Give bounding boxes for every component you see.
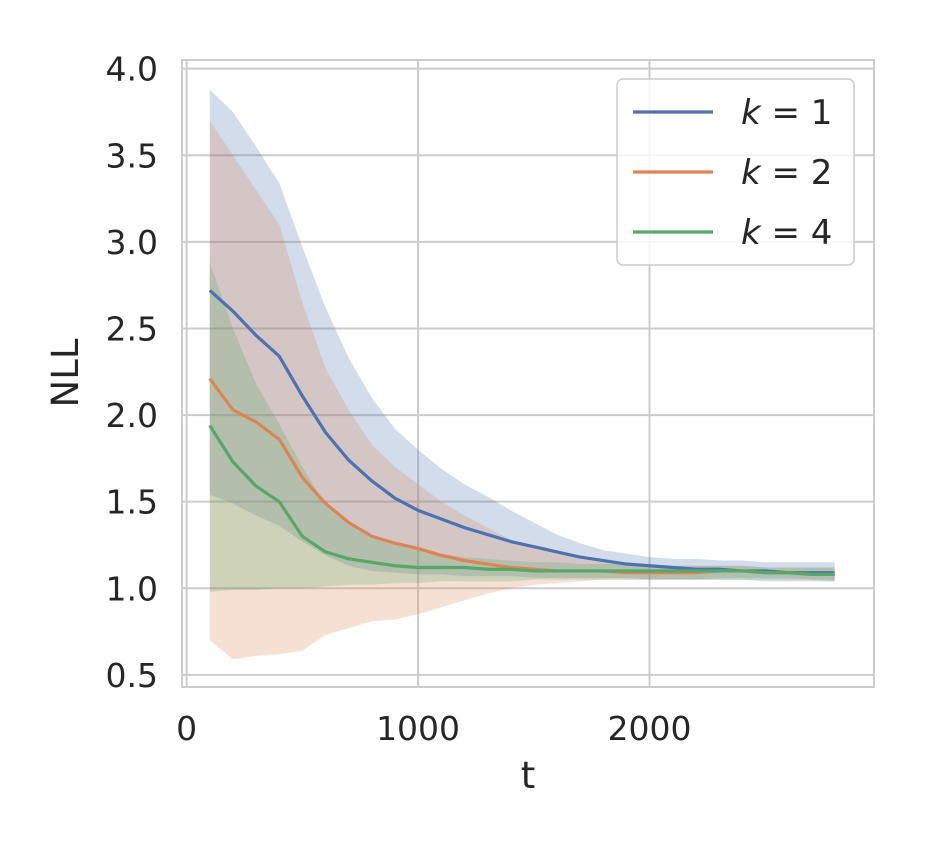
legend-entries: k = 1 k = 2 k = 4 xyxy=(633,93,832,253)
x-tick-label: 0 xyxy=(176,709,197,748)
y-axis-label: NLL xyxy=(44,338,87,407)
legend: k = 1 k = 2 k = 4 xyxy=(616,78,855,266)
series-line xyxy=(208,424,835,577)
legend-label: k = 2 xyxy=(741,153,832,193)
y-tick-label: 0.5 xyxy=(106,656,158,695)
legend-box xyxy=(616,78,855,266)
x-tick-labels: 0 1000 2000 xyxy=(176,709,691,748)
x-axis-label: t xyxy=(521,754,536,797)
y-tick-label: 1.0 xyxy=(106,569,158,608)
y-tick-labels: 0.5 1.0 1.5 2.0 2.5 3.0 3.5 4.0 xyxy=(106,50,158,695)
grid-lines xyxy=(182,60,874,687)
y-tick-label: 2.5 xyxy=(106,309,158,348)
y-tick-label: 1.5 xyxy=(106,483,158,522)
legend-label: k = 4 xyxy=(741,213,832,253)
confidence-band xyxy=(209,262,835,592)
series-lines xyxy=(208,289,835,577)
legend-label: k = 1 xyxy=(741,93,832,133)
x-tick-label: 1000 xyxy=(376,709,460,748)
confidence-band xyxy=(209,89,835,582)
x-tick-label: 2000 xyxy=(608,709,692,748)
confidence-band xyxy=(209,120,835,660)
confidence-bands xyxy=(209,89,835,660)
y-tick-label: 3.5 xyxy=(106,136,158,175)
y-tick-label: 3.0 xyxy=(106,223,158,262)
y-tick-label: 2.0 xyxy=(106,396,158,435)
y-tick-label: 4.0 xyxy=(106,50,158,89)
